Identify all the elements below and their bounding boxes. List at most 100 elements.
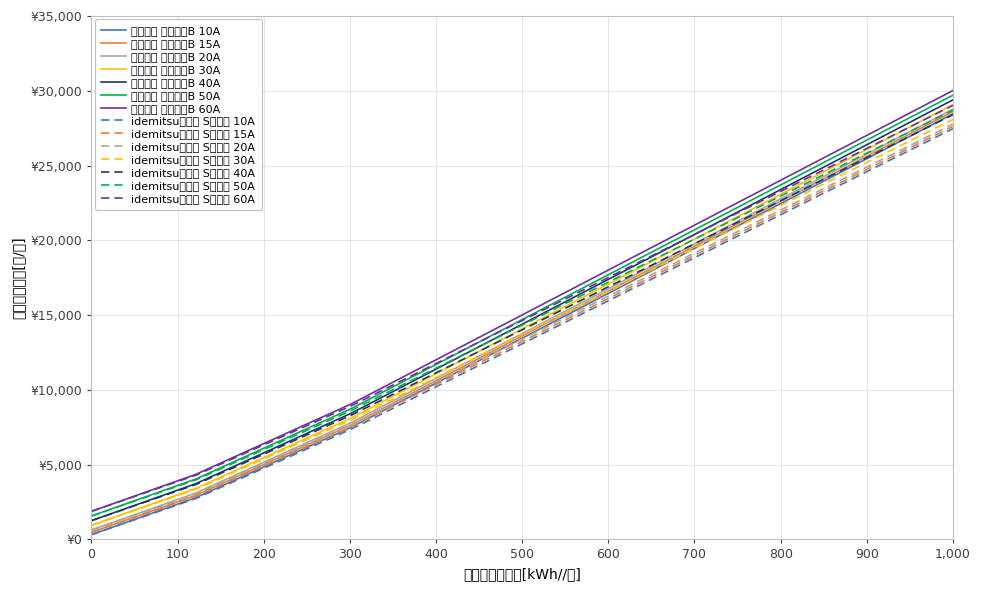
中部電力 従量電灯B 60A (138, 489, 150, 496)
idemitsuでんき Sプラン 10A (847, 175, 859, 182)
Line: idemitsuでんき Sプラン 40A: idemitsuでんき Sプラン 40A (91, 115, 953, 521)
中部電力 従量電灯B 30A (904, 123, 916, 130)
中部電力 従量電灯B 20A (260, 458, 272, 465)
idemitsuでんき Sプラン 40A (947, 111, 958, 118)
idemitsuでんき Sプラン 40A (904, 132, 916, 139)
中部電力 従量電灯B 50A (789, 174, 800, 181)
中部電力 従量電灯B 20A (947, 105, 958, 112)
idemitsuでんき Sプラン 10A (904, 146, 916, 153)
idemitsuでんき Sプラン 60A (789, 181, 800, 188)
中部電力 従量電灯B 30A (757, 200, 769, 207)
中部電力 従量電灯B 40A (260, 448, 272, 455)
idemitsuでんき Sプラン 20A (904, 141, 916, 149)
idemitsuでんき Sプラン 20A (757, 215, 769, 223)
中部電力 従量電灯B 10A (847, 162, 859, 169)
中部電力 従量電灯B 30A (260, 453, 272, 460)
Line: 中部電力 従量電灯B 20A: 中部電力 従量電灯B 20A (91, 109, 953, 530)
idemitsuでんき Sプラン 30A (847, 166, 859, 173)
中部電力 従量電灯B 60A (260, 439, 272, 446)
中部電力 従量電灯B 20A (138, 508, 150, 515)
中部電力 従量電灯B 15A (847, 160, 859, 167)
中部電力 従量電灯B 40A (947, 96, 958, 104)
中部電力 従量電灯B 15A (85, 529, 97, 536)
中部電力 従量電灯B 40A (847, 149, 859, 156)
中部電力 従量電灯B 40A (789, 179, 800, 186)
idemitsuでんき Sプラン 20A (947, 120, 958, 127)
idemitsuでんき Sプラン 15A (138, 511, 150, 518)
idemitsuでんき Sプラン 50A (260, 445, 272, 452)
中部電力 従量電灯B 30A (947, 101, 958, 108)
idemitsuでんき Sプラン 40A (847, 161, 859, 168)
中部電力 従量電灯B 50A (757, 191, 769, 198)
idemitsuでんき Sプラン 40A (138, 499, 150, 506)
中部電力 従量電灯B 20A (904, 128, 916, 135)
idemitsuでんき Sプラン 60A (904, 123, 916, 130)
idemitsuでんき Sプラン 30A (789, 195, 800, 202)
idemitsuでんき Sプラン 60A (260, 440, 272, 448)
中部電力 従量電灯B 15A (904, 130, 916, 137)
中部電力 従量電灯B 10A (904, 132, 916, 139)
Line: idemitsuでんき Sプラン 30A: idemitsuでんき Sプラン 30A (91, 120, 953, 525)
idemitsuでんき Sプラン 20A (847, 170, 859, 178)
Line: idemitsuでんき Sプラン 15A: idemitsuでんき Sプラン 15A (91, 126, 953, 532)
idemitsuでんき Sプラン 15A (757, 218, 769, 225)
Line: 中部電力 従量電灯B 40A: 中部電力 従量電灯B 40A (91, 100, 953, 521)
idemitsuでんき Sプラン 10A (757, 220, 769, 227)
中部電力 従量電灯B 60A (757, 186, 769, 193)
idemitsuでんき Sプラン 30A (757, 211, 769, 218)
idemitsuでんき Sプラン 15A (904, 144, 916, 151)
Legend: 中部電力 従量電灯B 10A, 中部電力 従量電灯B 15A, 中部電力 従量電灯B 20A, 中部電力 従量電灯B 30A, 中部電力 従量電灯B 40A, : 中部電力 従量電灯B 10A, 中部電力 従量電灯B 15A, 中部電力 従量電… (95, 20, 262, 210)
中部電力 従量電灯B 50A (85, 513, 97, 520)
Line: idemitsuでんき Sプラン 50A: idemitsuでんき Sプラン 50A (91, 110, 953, 516)
Line: 中部電力 従量電灯B 15A: 中部電力 従量電灯B 15A (91, 111, 953, 532)
中部電力 従量電灯B 50A (904, 114, 916, 121)
idemitsuでんき Sプラン 20A (138, 509, 150, 516)
idemitsuでんき Sプラン 40A (789, 190, 800, 197)
idemitsuでんき Sプラン 15A (85, 529, 97, 536)
idemitsuでんき Sプラン 40A (260, 449, 272, 456)
idemitsuでんき Sプラン 50A (904, 127, 916, 134)
idemitsuでんき Sプラン 20A (260, 459, 272, 466)
Line: 中部電力 従量電灯B 30A: 中部電力 従量電灯B 30A (91, 105, 953, 525)
idemitsuでんき Sプラン 40A (85, 517, 97, 525)
idemitsuでんき Sプラン 10A (138, 513, 150, 520)
中部電力 従量電灯B 40A (85, 517, 97, 525)
idemitsuでんき Sプラン 20A (789, 200, 800, 207)
中部電力 従量電灯B 40A (757, 195, 769, 202)
Line: 中部電力 従量電灯B 50A: 中部電力 従量電灯B 50A (91, 95, 953, 516)
中部電力 従量電灯B 15A (138, 510, 150, 517)
Line: 中部電力 従量電灯B 10A: 中部電力 従量電灯B 10A (91, 114, 953, 535)
idemitsuでんき Sプラン 50A (85, 513, 97, 520)
中部電力 従量電灯B 40A (904, 118, 916, 126)
Line: idemitsuでんき Sプラン 10A: idemitsuでんき Sプラン 10A (91, 128, 953, 535)
idemitsuでんき Sプラン 15A (789, 202, 800, 209)
中部電力 従量電灯B 10A (757, 210, 769, 217)
idemitsuでんき Sプラン 50A (947, 107, 958, 114)
中部電力 従量電灯B 10A (260, 462, 272, 469)
中部電力 従量電灯B 30A (85, 522, 97, 529)
中部電力 従量電灯B 10A (947, 110, 958, 117)
Line: idemitsuでんき Sプラン 20A: idemitsuでんき Sプラン 20A (91, 124, 953, 530)
idemitsuでんき Sプラン 50A (789, 186, 800, 193)
idemitsuでんき Sプラン 10A (947, 125, 958, 132)
中部電力 従量電灯B 15A (260, 460, 272, 467)
idemitsuでんき Sプラン 15A (847, 173, 859, 180)
中部電力 従量電灯B 10A (85, 531, 97, 538)
idemitsuでんき Sプラン 30A (260, 454, 272, 461)
中部電力 従量電灯B 30A (847, 153, 859, 160)
中部電力 従量電灯B 30A (789, 184, 800, 191)
idemitsuでんき Sプラン 30A (85, 522, 97, 529)
idemitsuでんき Sプラン 60A (757, 197, 769, 204)
中部電力 従量電灯B 20A (789, 188, 800, 195)
中部電力 従量電灯B 60A (904, 109, 916, 116)
idemitsuでんき Sプラン 40A (757, 206, 769, 213)
X-axis label: 月間電力使用量[kWh//月]: 月間電力使用量[kWh//月] (464, 567, 581, 581)
中部電力 従量電灯B 60A (847, 139, 859, 146)
中部電力 従量電灯B 10A (138, 513, 150, 520)
中部電力 従量電灯B 20A (85, 526, 97, 533)
中部電力 従量電灯B 50A (260, 443, 272, 451)
idemitsuでんき Sプラン 60A (85, 508, 97, 515)
中部電力 従量電灯B 50A (847, 144, 859, 151)
中部電力 従量電灯B 30A (138, 503, 150, 510)
idemitsuでんき Sプラン 60A (138, 490, 150, 497)
